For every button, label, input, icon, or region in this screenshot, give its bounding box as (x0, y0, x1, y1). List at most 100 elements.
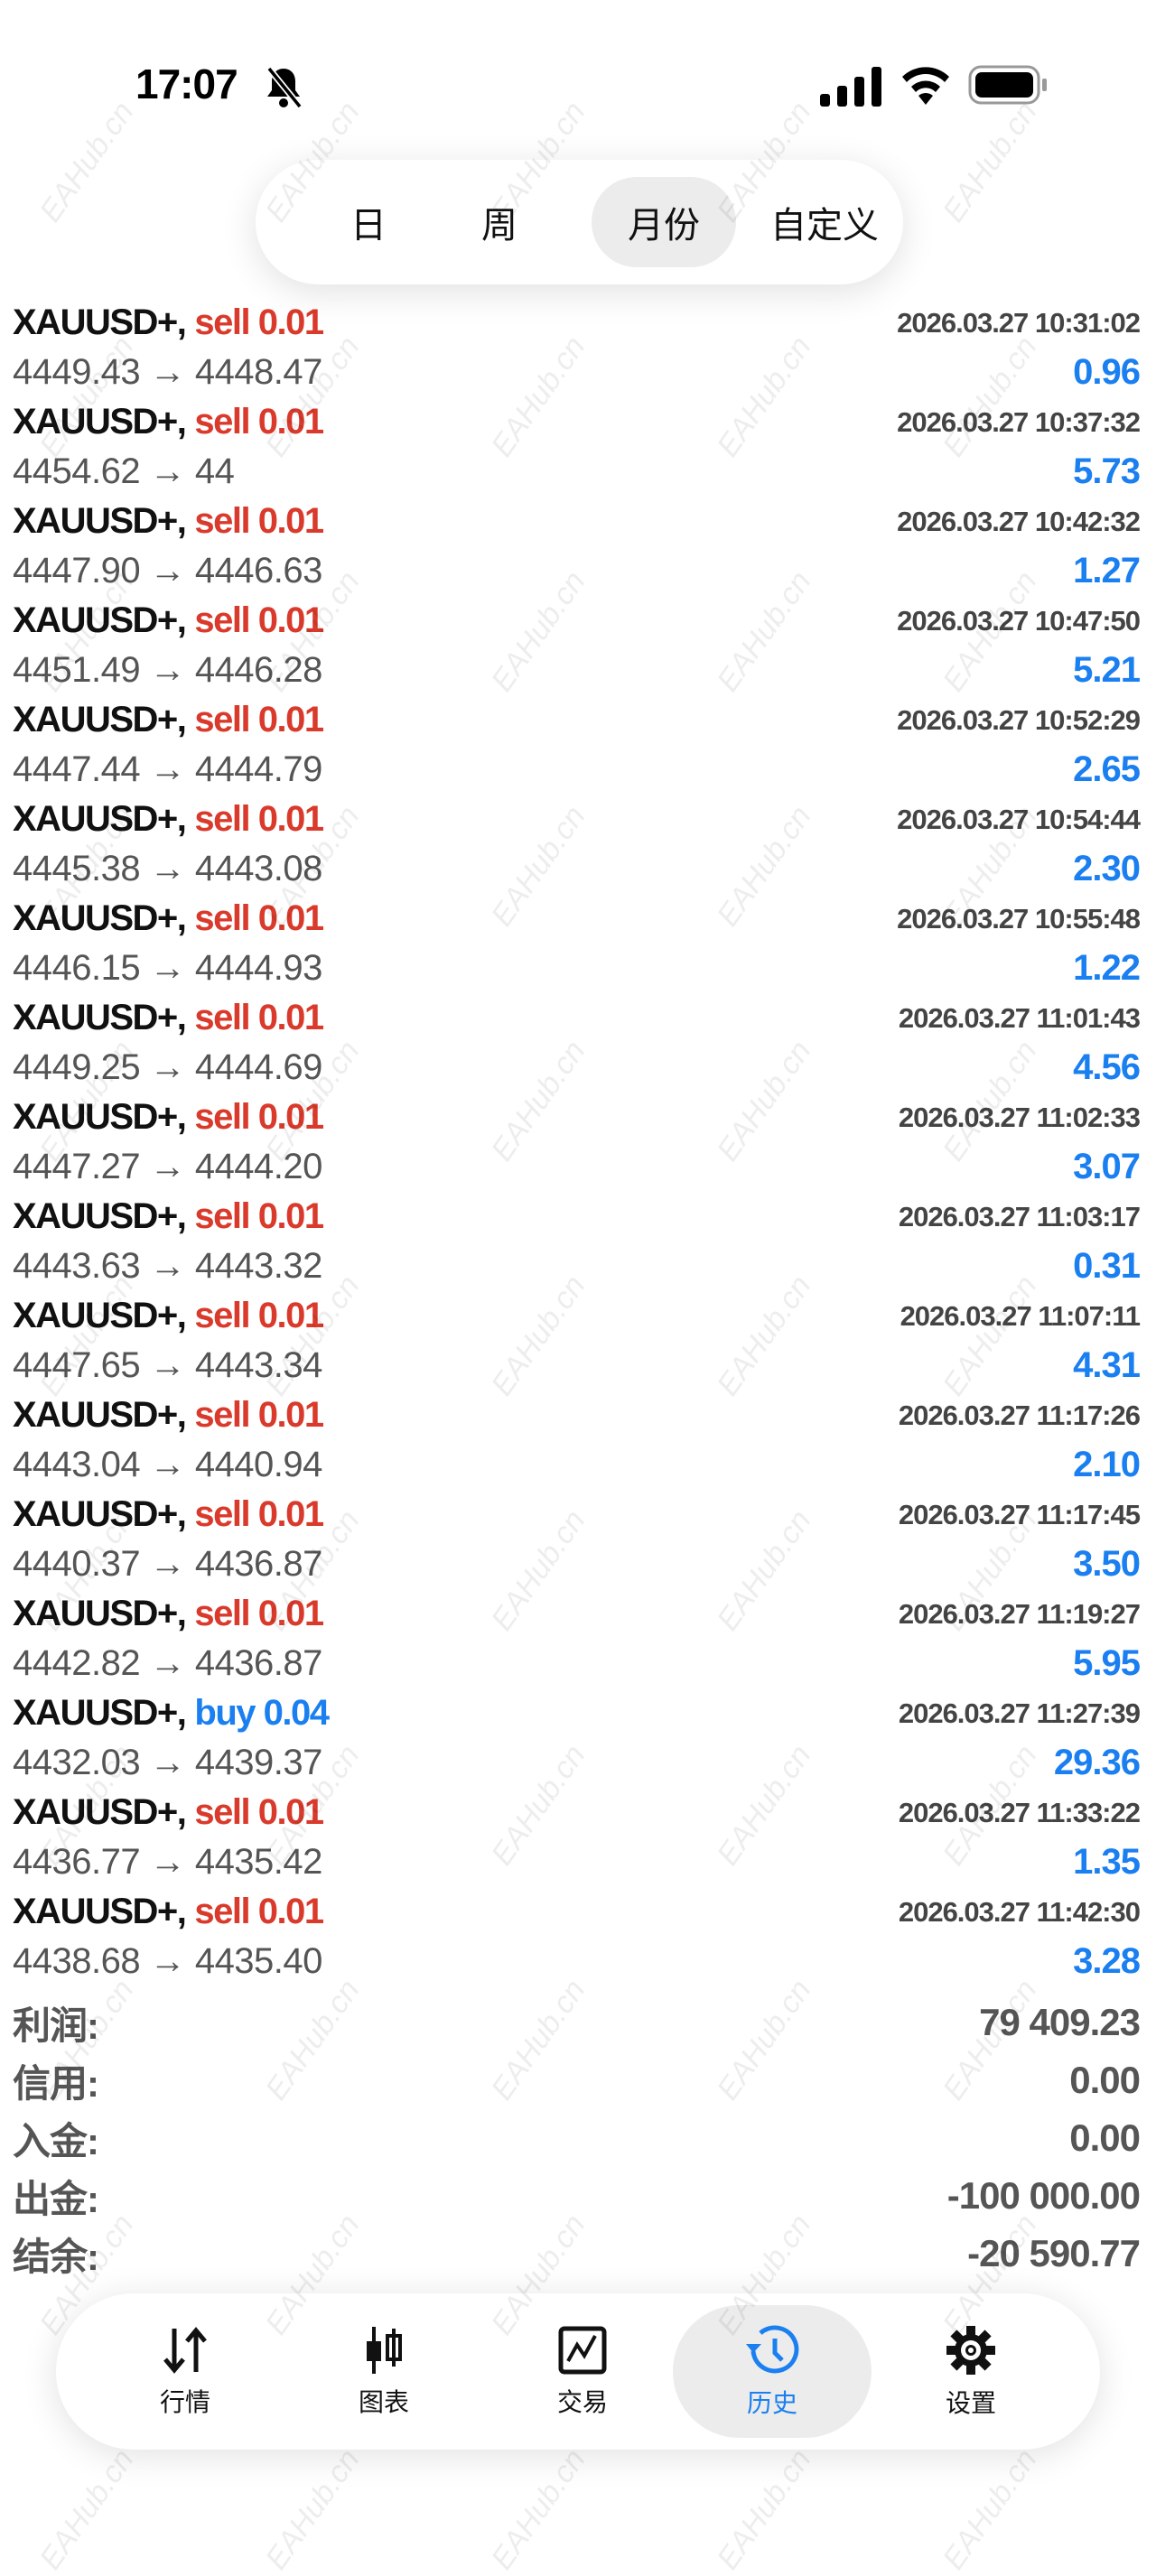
trade-details: 4447.90 → 4446.63 1.27 (13, 546, 1141, 596)
trade-date: 2026.03.27 11:17:45 (898, 1498, 1141, 1530)
trade-details: 4446.15 → 4444.93 1.22 (13, 944, 1141, 993)
trade-prices: 4436.77 → 4435.42 (13, 1842, 322, 1882)
trade-side-volume: sell 0.01 (194, 1892, 324, 1931)
watermark-text: EAHub.cn (710, 2442, 818, 2576)
trade-header: XAUUSD+, sell 0.01 2026.03.27 11:19:27 (13, 1589, 1141, 1639)
period-tab-bar: 日 周 月份 自定义 (256, 160, 903, 284)
trade-row[interactable]: XAUUSD+, sell 0.01 2026.03.27 11:17:45 444… (0, 1490, 1156, 1589)
trade-date: 2026.03.27 10:47:50 (897, 604, 1141, 637)
trade-date: 2026.03.27 10:52:29 (897, 703, 1141, 736)
trade-row[interactable]: XAUUSD+, sell 0.01 2026.03.27 10:55:48 444… (0, 894, 1156, 993)
trade-profit: 2.10 (1073, 1445, 1141, 1484)
trade-row[interactable]: XAUUSD+, buy 0.04 2026.03.27 11:27:39 4432… (0, 1688, 1156, 1788)
trade-header: XAUUSD+, sell 0.01 2026.03.27 11:17:45 (13, 1490, 1141, 1539)
trade-row[interactable]: XAUUSD+, sell 0.01 2026.03.27 10:37:32 445… (0, 397, 1156, 497)
trade-date: 2026.03.27 10:42:32 (897, 505, 1141, 537)
tab-day[interactable]: 日 (350, 206, 387, 246)
trade-row[interactable]: XAUUSD+, sell 0.01 2026.03.27 11:07:11 444… (0, 1291, 1156, 1390)
trade-symbol: XAUUSD+, (13, 1892, 187, 1931)
trade-prices: 4446.15 → 4444.93 (13, 948, 322, 988)
summary-label: 信用: (13, 2061, 99, 2105)
nav-trade[interactable]: 交易 (483, 2305, 682, 2438)
trade-date: 2026.03.27 10:31:02 (897, 306, 1141, 339)
trade-details: 4432.03 → 4439.37 29.36 (13, 1738, 1141, 1788)
trade-side-volume: sell 0.01 (194, 1395, 324, 1435)
trade-row[interactable]: XAUUSD+, sell 0.01 2026.03.27 11:42:30 443… (0, 1887, 1156, 1986)
trade-details: 4436.77 → 4435.42 1.35 (13, 1837, 1141, 1887)
trade-side-volume: sell 0.01 (194, 402, 324, 442)
trade-row[interactable]: XAUUSD+, sell 0.01 2026.03.27 11:01:43 444… (0, 993, 1156, 1093)
watermark-text: EAHub.cn (484, 2442, 592, 2576)
summary-value: -20 590.77 (967, 2232, 1141, 2274)
trade-profit: 3.50 (1073, 1544, 1141, 1584)
trade-header: XAUUSD+, buy 0.04 2026.03.27 11:27:39 (13, 1688, 1141, 1738)
trade-details: 4447.44 → 4444.79 2.65 (13, 745, 1141, 795)
trade-side-volume: sell 0.01 (194, 700, 324, 739)
summary-value: 79 409.23 (979, 2001, 1141, 2043)
trade-symbol: XAUUSD+, (13, 1296, 187, 1335)
history-clock-icon (746, 2325, 799, 2373)
trade-date: 2026.03.27 10:37:32 (897, 405, 1141, 438)
summary-row: 入金: 0.00 (13, 2109, 1141, 2167)
tab-month[interactable]: 月份 (592, 177, 736, 267)
trade-symbol: XAUUSD+, (13, 1594, 187, 1633)
tab-custom[interactable]: 自定义 (770, 206, 879, 246)
trade-row[interactable]: XAUUSD+, sell 0.01 2026.03.27 11:03:17 444… (0, 1192, 1156, 1291)
bottom-nav-bar: 行情 图表 交易 历史 设置 (56, 2293, 1100, 2450)
status-bar: 17:07 (0, 54, 1156, 117)
trade-details: 4443.63 → 4443.32 0.31 (13, 1242, 1141, 1291)
trade-header: XAUUSD+, sell 0.01 2026.03.27 10:31:02 (13, 298, 1141, 348)
nav-label: 设置 (945, 2388, 996, 2417)
trade-profit: 2.65 (1073, 749, 1141, 789)
account-summary: 利润: 79 409.23 信用: 0.00 入金: 0.00 出金: -100 000.00… (13, 1994, 1141, 2283)
trade-row[interactable]: XAUUSD+, sell 0.01 2026.03.27 10:31:02 444… (0, 298, 1156, 397)
nav-label: 图表 (358, 2387, 409, 2416)
trade-date: 2026.03.27 11:02:33 (898, 1101, 1141, 1133)
trade-row[interactable]: XAUUSD+, sell 0.01 2026.03.27 11:19:27 444… (0, 1589, 1156, 1688)
trade-profit: 3.28 (1073, 1941, 1141, 1981)
watermark-text: EAHub.cn (33, 2442, 141, 2576)
trade-prices: 4447.27 → 4444.20 (13, 1147, 322, 1186)
trade-row[interactable]: XAUUSD+, sell 0.01 2026.03.27 10:47:50 445… (0, 596, 1156, 695)
trade-header: XAUUSD+, sell 0.01 2026.03.27 10:37:32 (13, 397, 1141, 447)
trade-header: XAUUSD+, sell 0.01 2026.03.27 11:07:11 (13, 1291, 1141, 1341)
trade-header: XAUUSD+, sell 0.01 2026.03.27 10:47:50 (13, 596, 1141, 646)
trade-side-volume: sell 0.01 (194, 1494, 324, 1534)
trade-side-volume: sell 0.01 (194, 1594, 324, 1633)
nav-settings[interactable]: 设置 (872, 2305, 1070, 2438)
trade-symbol: XAUUSD+, (13, 700, 187, 739)
trade-symbol: XAUUSD+, (13, 898, 187, 938)
nav-quotes[interactable]: 行情 (86, 2305, 284, 2438)
trade-details: 4451.49 → 4446.28 5.21 (13, 646, 1141, 695)
trade-date: 2026.03.27 11:01:43 (898, 1001, 1141, 1034)
trade-details: 4447.27 → 4444.20 3.07 (13, 1142, 1141, 1192)
trade-prices: 4440.37 → 4436.87 (13, 1544, 322, 1584)
trade-profit: 1.27 (1073, 551, 1141, 591)
trade-prices: 4447.90 → 4446.63 (13, 551, 322, 591)
trade-symbol: XAUUSD+, (13, 302, 187, 342)
trade-symbol: XAUUSD+, (13, 799, 187, 839)
trade-row[interactable]: XAUUSD+, sell 0.01 2026.03.27 10:42:32 444… (0, 497, 1156, 596)
trade-row[interactable]: XAUUSD+, sell 0.01 2026.03.27 10:52:29 444… (0, 695, 1156, 795)
trade-prices: 4438.68 → 4435.40 (13, 1941, 322, 1981)
trade-side-volume: buy 0.04 (194, 1693, 330, 1733)
trade-date: 2026.03.27 10:54:44 (897, 803, 1141, 835)
trade-prices: 4451.49 → 4446.28 (13, 650, 322, 690)
trade-header: XAUUSD+, sell 0.01 2026.03.27 11:33:22 (13, 1788, 1141, 1837)
trade-header: XAUUSD+, sell 0.01 2026.03.27 11:03:17 (13, 1192, 1141, 1242)
trade-profit: 1.35 (1073, 1842, 1141, 1882)
trade-row[interactable]: XAUUSD+, sell 0.01 2026.03.27 10:54:44 444… (0, 795, 1156, 894)
trade-row[interactable]: XAUUSD+, sell 0.01 2026.03.27 11:33:22 443… (0, 1788, 1156, 1887)
trade-row[interactable]: XAUUSD+, sell 0.01 2026.03.27 11:17:26 444… (0, 1390, 1156, 1490)
trade-header: XAUUSD+, sell 0.01 2026.03.27 11:17:26 (13, 1390, 1141, 1440)
trade-symbol: XAUUSD+, (13, 501, 187, 541)
tab-week[interactable]: 周 (481, 206, 517, 246)
summary-label: 出金: (13, 2177, 99, 2220)
trade-header: XAUUSD+, sell 0.01 2026.03.27 11:42:30 (13, 1887, 1141, 1937)
trade-symbol: XAUUSD+, (13, 1196, 187, 1236)
status-time: 17:07 (135, 60, 238, 107)
trade-row[interactable]: XAUUSD+, sell 0.01 2026.03.27 11:02:33 444… (0, 1093, 1156, 1192)
nav-charts[interactable]: 图表 (284, 2305, 483, 2438)
nav-history[interactable]: 历史 (673, 2305, 872, 2438)
trade-profit: 0.96 (1073, 352, 1141, 392)
